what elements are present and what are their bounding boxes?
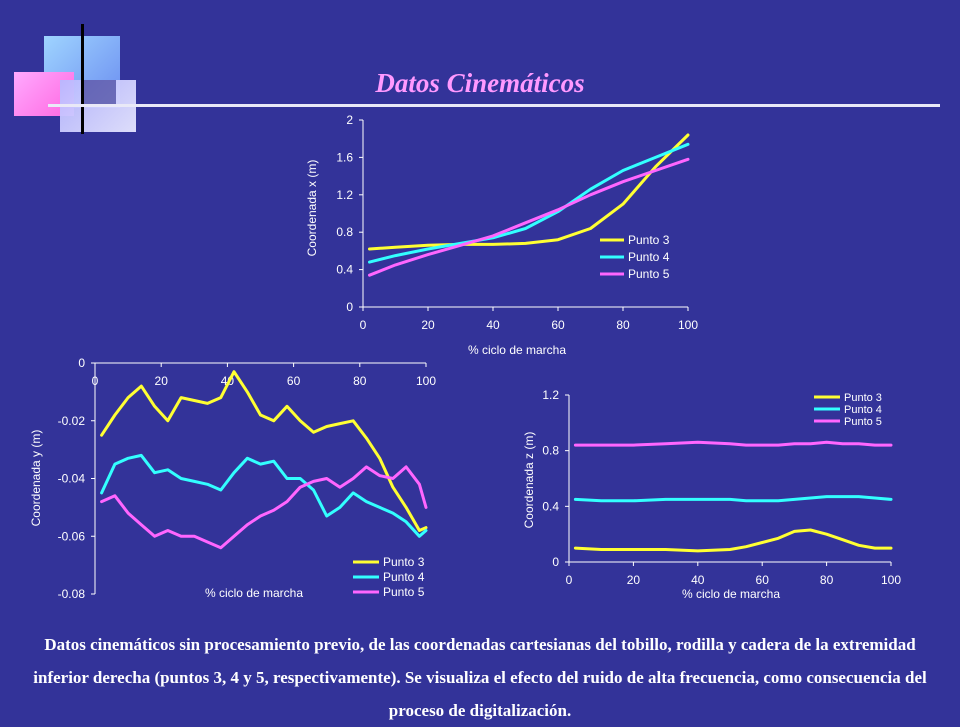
x-tick-label: 80: [820, 573, 834, 587]
y-tick-label: -0.02: [58, 414, 86, 428]
series-line-punto-3: [100, 370, 428, 532]
legend-label: Punto 5: [383, 585, 425, 599]
legend-label: Punto 4: [628, 250, 670, 264]
series-line-punto-3: [573, 528, 893, 553]
y-tick-label: 0.8: [542, 444, 559, 458]
y-tick-label: 1.2: [336, 188, 353, 202]
legend-label: Punto 5: [844, 416, 882, 428]
y-tick-label: -0.04: [58, 472, 86, 486]
x-tick-label: 20: [421, 318, 435, 332]
x-tick-label: 20: [155, 374, 169, 388]
legend-label: Punto 4: [383, 570, 425, 584]
y-axis-label: Coordenada y (m): [29, 430, 43, 527]
y-axis-label: Coordenada z (m): [522, 432, 536, 529]
x-tick-label: 80: [353, 374, 367, 388]
x-tick-label: 100: [416, 374, 436, 388]
x-tick-label: 40: [486, 318, 500, 332]
series-line-punto-5: [573, 440, 893, 447]
y-tick-label: 0.8: [336, 225, 353, 239]
x-tick-label: 100: [881, 573, 901, 587]
y-tick-label: 0.4: [542, 499, 559, 513]
x-tick-label: 0: [360, 318, 367, 332]
y-tick-label: 0: [552, 555, 559, 569]
decor-square-dark: [84, 80, 116, 104]
decor-vertical-line: [81, 24, 84, 134]
x-tick-label: 40: [691, 573, 705, 587]
y-tick-label: -0.06: [58, 529, 86, 543]
x-tick-label: 60: [551, 318, 565, 332]
y-tick-label: 0: [346, 300, 353, 314]
legend-label: Punto 4: [844, 404, 882, 416]
y-tick-label: 0: [78, 356, 85, 370]
y-tick-label: 1.6: [336, 150, 353, 164]
x-tick-label: 20: [627, 573, 641, 587]
x-axis-label: % ciclo de marcha: [682, 587, 780, 601]
x-tick-label: 100: [678, 318, 698, 332]
series-line-punto-5: [368, 157, 690, 277]
series-line-punto-3: [368, 133, 690, 251]
title-rule: [48, 104, 940, 107]
legend-label: Punto 3: [383, 555, 425, 569]
x-tick-label: 0: [92, 374, 99, 388]
series-line-punto-4: [100, 453, 428, 538]
x-tick-label: 0: [566, 573, 573, 587]
legend-label: Punto 3: [628, 233, 670, 247]
legend-label: Punto 3: [844, 392, 882, 404]
y-tick-label: 0.4: [336, 263, 353, 277]
slide-caption: Datos cinemáticos sin procesamiento prev…: [33, 635, 927, 720]
series-line-punto-4: [573, 495, 893, 503]
y-tick-label: 1.2: [542, 388, 559, 402]
slide-title: Datos Cinemáticos: [375, 68, 585, 98]
y-axis-label: Coordenada x (m): [305, 160, 319, 257]
x-axis-label: % ciclo de marcha: [468, 343, 566, 357]
y-tick-label: -0.08: [58, 587, 86, 601]
x-axis-label: % ciclo de marcha: [205, 586, 303, 600]
x-tick-label: 60: [756, 573, 770, 587]
x-tick-label: 80: [616, 318, 630, 332]
y-tick-label: 2: [346, 113, 353, 127]
legend-label: Punto 5: [628, 267, 670, 281]
x-tick-label: 60: [287, 374, 301, 388]
series-line-punto-5: [100, 465, 428, 550]
series-line-punto-4: [368, 142, 690, 264]
